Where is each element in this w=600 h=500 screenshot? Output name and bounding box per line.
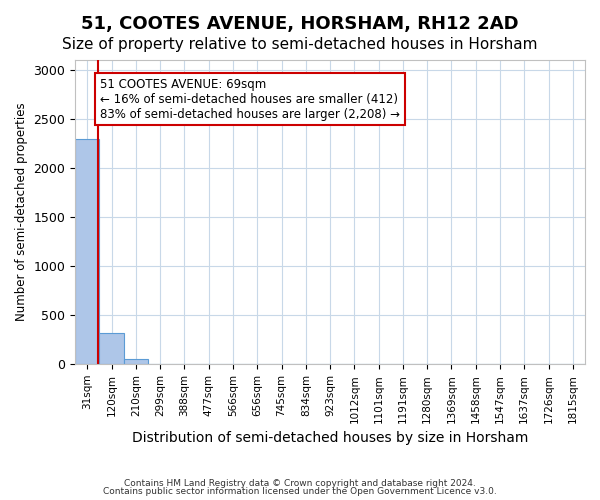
Bar xyxy=(75,138,100,364)
Y-axis label: Number of semi-detached properties: Number of semi-detached properties xyxy=(15,103,28,322)
Bar xyxy=(100,333,124,364)
Text: Contains HM Land Registry data © Crown copyright and database right 2024.: Contains HM Land Registry data © Crown c… xyxy=(124,478,476,488)
Bar xyxy=(124,360,148,364)
Text: 51 COOTES AVENUE: 69sqm
← 16% of semi-detached houses are smaller (412)
83% of s: 51 COOTES AVENUE: 69sqm ← 16% of semi-de… xyxy=(100,78,400,120)
Text: Size of property relative to semi-detached houses in Horsham: Size of property relative to semi-detach… xyxy=(62,38,538,52)
Text: Contains public sector information licensed under the Open Government Licence v3: Contains public sector information licen… xyxy=(103,487,497,496)
Text: 51, COOTES AVENUE, HORSHAM, RH12 2AD: 51, COOTES AVENUE, HORSHAM, RH12 2AD xyxy=(81,15,519,33)
X-axis label: Distribution of semi-detached houses by size in Horsham: Distribution of semi-detached houses by … xyxy=(132,431,528,445)
